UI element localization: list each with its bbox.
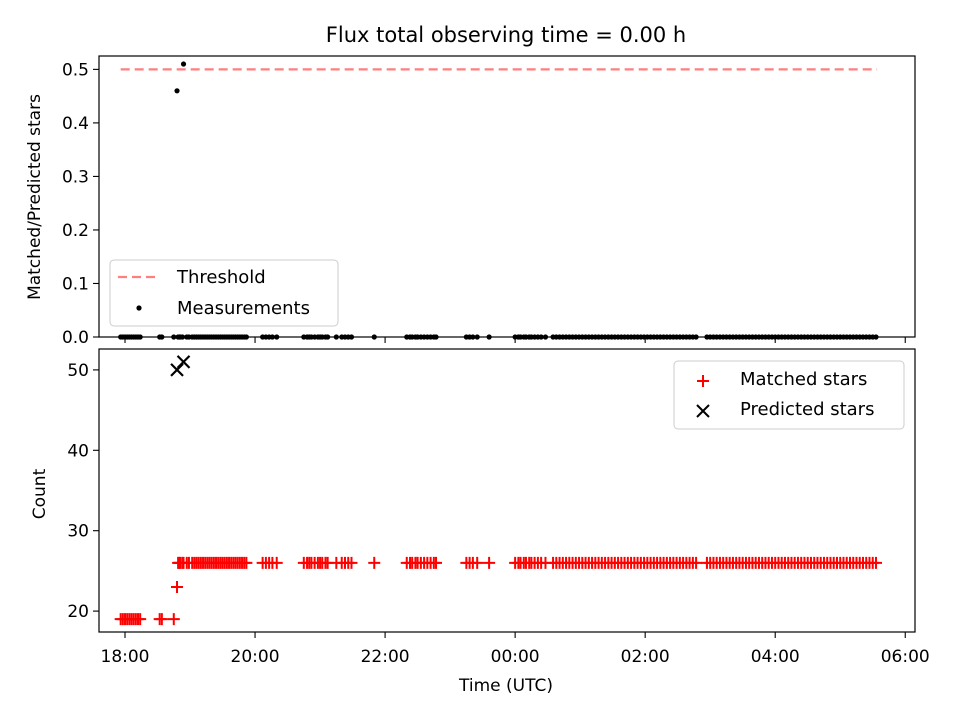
legend-threshold-label: Threshold	[176, 267, 266, 288]
bottom-plot-frame	[98, 348, 916, 633]
measurement-point	[693, 334, 699, 340]
top-y-tick-label: 0.2	[62, 221, 89, 241]
matched-star-point	[483, 556, 496, 569]
measurement-point	[474, 334, 480, 340]
measurement-point	[171, 334, 177, 340]
legend-predicted-label: Predicted stars	[740, 399, 874, 420]
x-tick-label: 04:00	[751, 647, 800, 667]
x-tick-label: 00:00	[491, 647, 540, 667]
matched-star-point	[368, 556, 381, 569]
top-legend: Threshold Measurements	[109, 259, 339, 327]
matched-star-point	[430, 556, 443, 569]
measurement-point	[243, 334, 249, 340]
top-legend-box	[109, 259, 339, 327]
x-tick-label: 20:00	[231, 647, 280, 667]
top-y-axis-label: Matched/Predicted stars	[25, 94, 45, 300]
matched-stars-points	[114, 556, 882, 626]
measurement-point	[542, 334, 549, 340]
measurement-point	[333, 334, 339, 340]
bottom-y-axis-label: Count	[30, 468, 50, 519]
measurement-point	[179, 334, 186, 340]
matched-star-point	[345, 556, 358, 569]
top-y-tick-label: 0.1	[62, 274, 89, 294]
matched-star-point	[134, 613, 147, 626]
bottom-panel: 20 30 40 50 18:00 20:00 22:00 00:00 02:00 04:00 0…	[30, 348, 930, 696]
legend-matched-label: Matched stars	[740, 369, 867, 390]
x-axis-label: Time (UTC)	[458, 676, 553, 696]
top-y-tick-label: 0.3	[62, 167, 89, 187]
bottom-y-tick-label: 50	[67, 361, 89, 381]
matched-star-point	[167, 613, 180, 626]
measurement-point	[180, 61, 187, 67]
measurement-point	[348, 334, 355, 340]
measurement-point	[174, 88, 180, 94]
measurement-points	[118, 61, 879, 340]
chart-title: Flux total observing time = 0.00 h	[326, 23, 686, 47]
measurement-point	[433, 334, 439, 340]
top-y-axis: 0.0 0.1 0.2 0.3 0.4 0.5	[62, 60, 99, 348]
bottom-x-axis: 18:00 20:00 22:00 00:00 02:00 04:00 06:00	[101, 632, 930, 667]
bottom-legend-box	[673, 360, 905, 430]
measurement-point	[269, 334, 275, 340]
bottom-y-axis: 20 30 40 50	[67, 361, 99, 622]
measurement-point	[486, 334, 492, 340]
matched-star-point	[155, 613, 168, 626]
top-panel: 0.0 0.1 0.2 0.3 0.4 0.5 Matched/Predicted sta…	[25, 55, 916, 348]
legend-predicted-swatch	[696, 404, 710, 418]
x-tick-label: 18:00	[101, 647, 150, 667]
measurement-point	[873, 334, 879, 340]
x-tick-label: 06:00	[881, 647, 930, 667]
predicted-stars-points	[170, 355, 191, 377]
measurement-point	[159, 334, 165, 340]
x-tick-label: 02:00	[621, 647, 670, 667]
measurement-point	[274, 334, 280, 340]
matched-star-point	[471, 556, 484, 569]
matched-star-point	[171, 580, 184, 593]
measurement-point	[538, 334, 544, 340]
measurement-point	[325, 334, 331, 340]
measurement-point	[371, 334, 377, 340]
bottom-y-tick-label: 40	[67, 441, 89, 461]
legend-matched-swatch	[697, 375, 709, 387]
measurement-point	[470, 334, 476, 340]
predicted-star-point	[176, 355, 191, 369]
bottom-y-tick-label: 20	[67, 602, 89, 622]
top-y-tick-label: 0.4	[62, 114, 89, 134]
legend-measurements-label: Measurements	[177, 298, 310, 319]
matched-star-point	[270, 556, 283, 569]
bottom-legend: Matched stars Predicted stars	[673, 360, 905, 430]
matched-star-point	[690, 556, 703, 569]
measurement-point	[137, 334, 143, 340]
top-y-tick-label: 0.5	[62, 60, 89, 80]
top-plot-frame	[98, 55, 916, 338]
bottom-y-tick-label: 30	[67, 522, 89, 542]
x-tick-label: 22:00	[361, 647, 410, 667]
matched-star-point	[869, 556, 882, 569]
matched-star-point	[240, 556, 253, 569]
top-y-tick-label: 0.0	[62, 328, 89, 348]
legend-measurements-swatch	[136, 305, 142, 311]
